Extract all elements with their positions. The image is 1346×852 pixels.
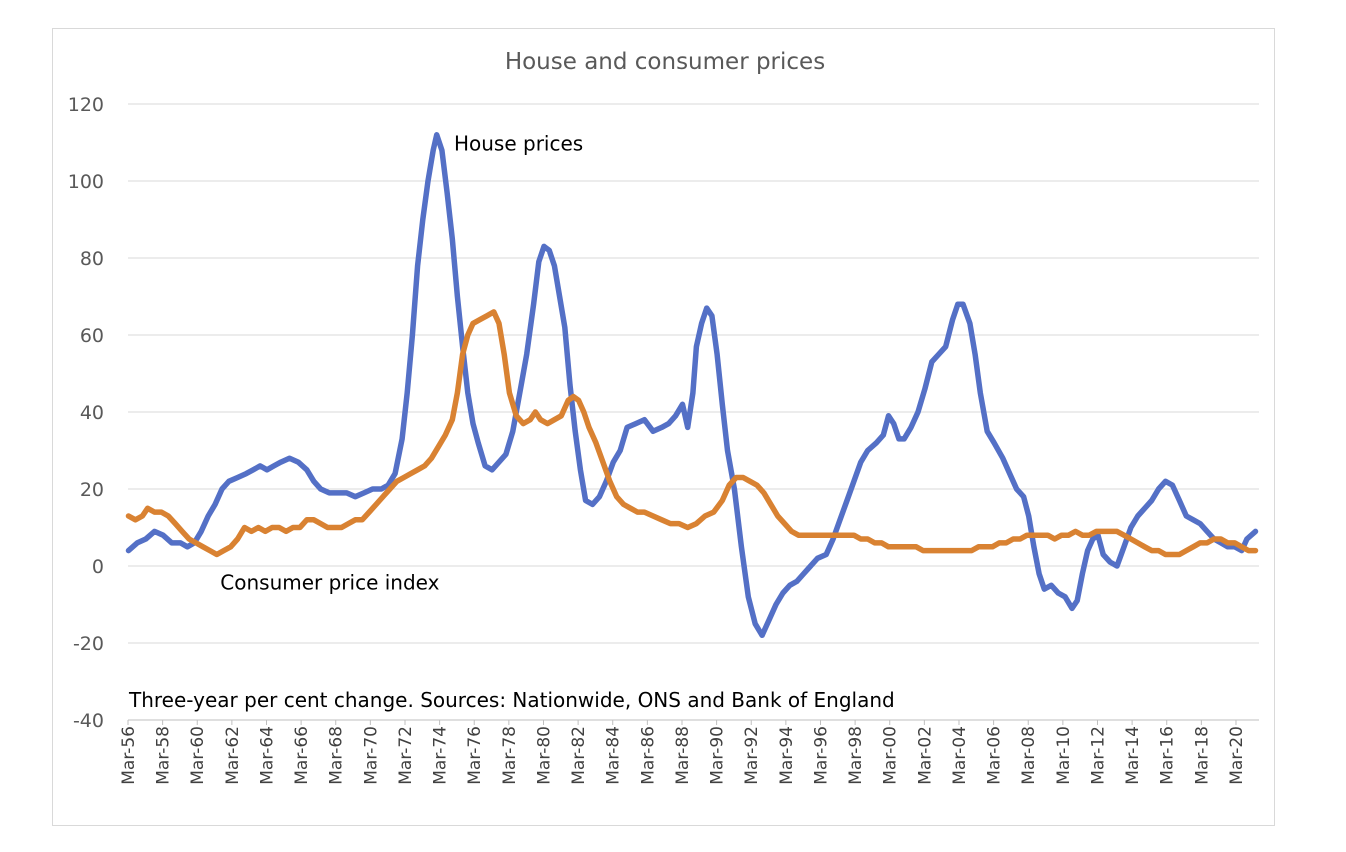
x-tick-label: Mar-04: [950, 726, 970, 785]
gridlines: [128, 103, 1259, 721]
chart-title: House and consumer prices: [505, 49, 825, 75]
x-tick-label: Mar-66: [292, 726, 312, 785]
x-tick-label: Mar-74: [431, 726, 451, 785]
x-tick-label: Mar-64: [257, 726, 277, 785]
x-tick-label: Mar-88: [673, 726, 693, 785]
series-line-house-prices: [125, 132, 1259, 639]
plot-area: [125, 132, 1259, 639]
annotation-consumer-price-index: Consumer price index: [220, 570, 439, 594]
series-line-consumer-price-index: [125, 309, 1259, 558]
x-tick-label: Mar-12: [1088, 726, 1108, 785]
y-tick-label: -40: [73, 710, 104, 732]
x-tick-label: Mar-78: [500, 726, 520, 785]
x-tick-label: Mar-98: [846, 726, 866, 785]
x-tick-label: Mar-18: [1192, 726, 1212, 785]
x-tick-label: Mar-68: [327, 726, 347, 785]
annotation-house-prices: House prices: [454, 132, 583, 156]
y-axis: 120 100 80 60 40 20 0 -20 -40: [68, 94, 104, 732]
x-tick-label: Mar-16: [1158, 726, 1178, 785]
x-tick-label: Mar-72: [396, 726, 416, 785]
y-tick-label: 120: [68, 94, 104, 116]
x-tick-label: Mar-92: [742, 726, 762, 785]
y-tick-label: 60: [80, 325, 104, 347]
source-note: Three-year per cent change. Sources: Nat…: [128, 688, 895, 712]
x-tick-label: Mar-84: [604, 726, 624, 785]
x-tick-label: Mar-82: [569, 726, 589, 785]
x-tick-label: Mar-86: [638, 726, 658, 785]
x-tick-label: Mar-94: [777, 726, 797, 785]
y-tick-label: 0: [92, 556, 104, 578]
x-tick-label: Mar-76: [465, 726, 485, 785]
y-tick-label: 100: [68, 171, 104, 193]
x-axis: Mar-56 Mar-58 Mar-60 Mar-62 Mar-64 Mar-66 Mar-…: [119, 719, 1259, 785]
x-tick-label: Mar-20: [1227, 726, 1247, 785]
x-tick-label: Mar-96: [811, 726, 831, 785]
x-tick-label: Mar-06: [985, 726, 1005, 785]
x-tick-label: Mar-62: [223, 726, 243, 785]
chart-frame: House and consumer prices 120 100 80 60 40 20…: [52, 28, 1275, 826]
annotations: House prices Consumer price index: [220, 132, 583, 595]
y-tick-label: 20: [80, 479, 104, 501]
x-tick-label: Mar-58: [154, 726, 174, 785]
y-tick-label: -20: [73, 633, 104, 655]
x-tick-label: Mar-00: [881, 726, 901, 785]
x-tick-label: Mar-56: [119, 726, 139, 785]
y-tick-label: 40: [80, 402, 104, 424]
x-tick-label: Mar-02: [915, 726, 935, 785]
x-tick-label: Mar-10: [1054, 726, 1074, 785]
x-tick-label: Mar-14: [1123, 726, 1143, 785]
x-tick-label: Mar-08: [1019, 726, 1039, 785]
x-tick-label: Mar-60: [188, 726, 208, 785]
x-tick-label: Mar-80: [534, 726, 554, 785]
x-tick-label: Mar-70: [361, 726, 381, 785]
x-tick-label: Mar-90: [708, 726, 728, 785]
line-chart: House and consumer prices 120 100 80 60 40 20…: [68, 49, 1259, 785]
y-tick-label: 80: [80, 248, 104, 270]
